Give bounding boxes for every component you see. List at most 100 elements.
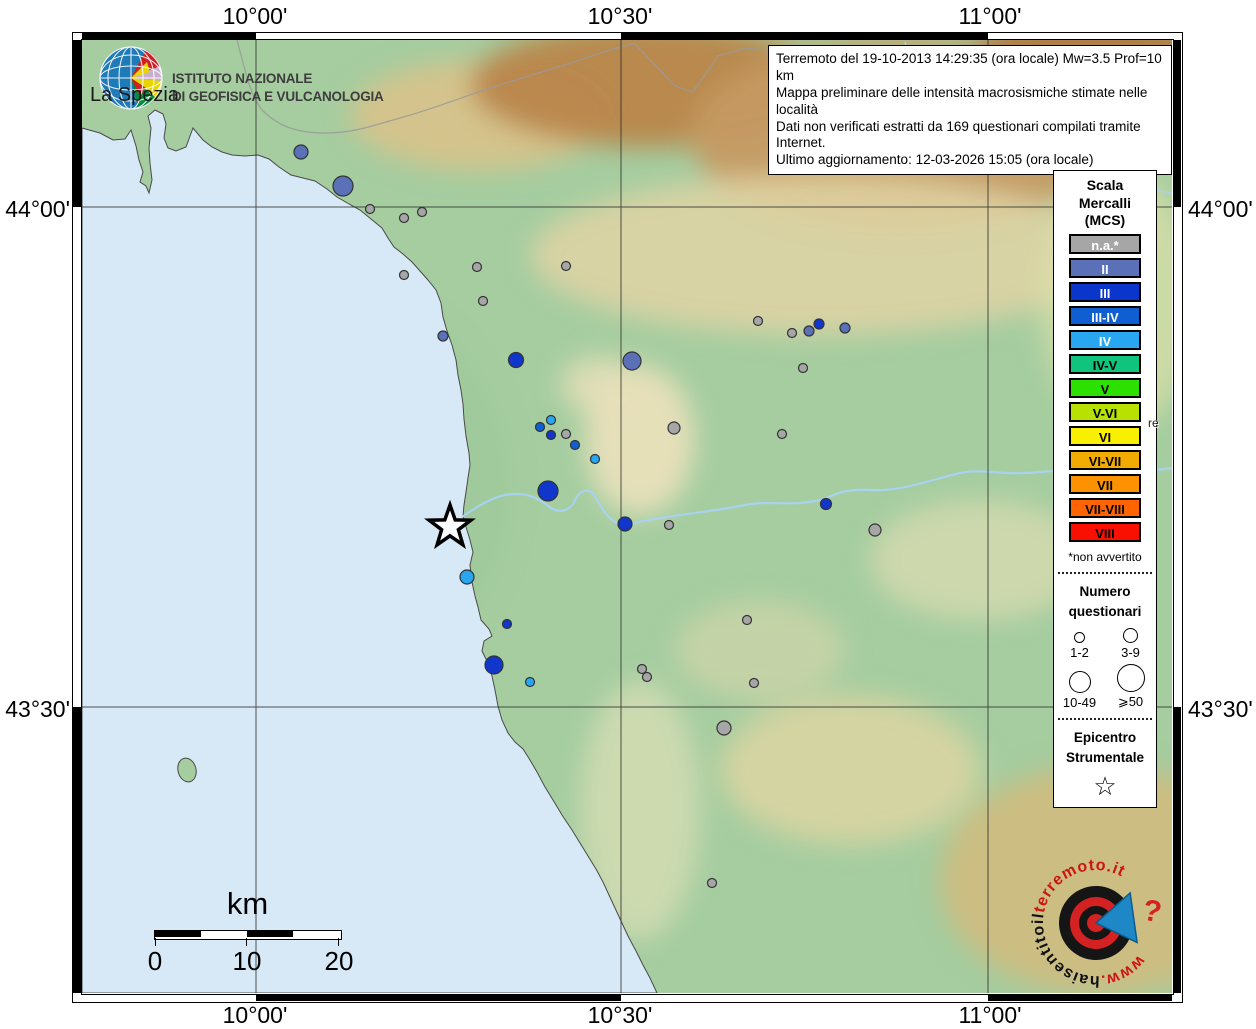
intensity-point-na[interactable] (398, 212, 410, 224)
legend-title: Scala Mercalli (MCS) (1078, 177, 1132, 228)
scalebar-segment (155, 931, 201, 937)
frame-segment (256, 994, 621, 1001)
intensity-point-na[interactable] (398, 269, 410, 281)
intensity-point-II[interactable] (839, 322, 851, 334)
intensity-point-III[interactable] (813, 318, 825, 330)
intensity-point-III[interactable] (501, 618, 513, 630)
intensity-point-III[interactable] (617, 516, 633, 532)
size-key-circle (1123, 628, 1138, 643)
intensity-point-III[interactable] (545, 429, 557, 441)
ingv-line1: ISTITUTO NAZIONALE (172, 71, 313, 86)
intensity-point-II[interactable] (293, 144, 309, 160)
intensity-point-na[interactable] (716, 720, 732, 736)
epicenter-star[interactable] (424, 499, 476, 550)
frame-segment (82, 33, 256, 40)
scalebar-20: 20 (324, 946, 354, 976)
intensity-point-na[interactable] (706, 877, 718, 889)
axis-right-44-00: 44°00' (1188, 196, 1253, 222)
questionnaire-count-title: Numero questionari (1068, 583, 1142, 619)
axis-bottom-10-30: 10°30' (587, 1002, 653, 1028)
frame-segment (1173, 40, 1181, 207)
intensity-point-na[interactable] (641, 671, 653, 683)
intensity-point-na[interactable] (364, 203, 376, 215)
graticule (82, 40, 1172, 993)
size-key-circle (1116, 664, 1145, 692)
questionnaire-size-key: 1-2 3-9 10-49 ⩾50 (1054, 628, 1156, 710)
axis-left-43-30: 43°30' (5, 696, 70, 722)
intensity-point-III-IV[interactable] (569, 439, 581, 451)
event-info-line: Terremoto del 19-10-2013 14:29:35 (ora l… (776, 51, 1162, 83)
scalebar-unit: km (226, 886, 269, 921)
legend-swatch-VII-VIII: VII-VIII (1069, 497, 1141, 518)
size-key-1-2: 1-2 (1054, 628, 1105, 660)
legend-swatch-IV: IV (1069, 329, 1141, 350)
place-label: La Spezia (90, 84, 179, 106)
intensity-point-II[interactable] (622, 351, 642, 371)
scalebar-tick (246, 938, 247, 946)
intensity-point-na[interactable] (636, 663, 648, 675)
intensity-points (293, 144, 882, 889)
epicenter-key-star-icon: ☆ (1093, 770, 1117, 801)
legend-swatch-V: V (1069, 377, 1141, 398)
intensity-point-II[interactable] (437, 330, 449, 342)
separator (1058, 718, 1152, 720)
legend-swatch-VIII: VIII (1069, 521, 1141, 542)
frame-segment (1173, 707, 1181, 993)
intensity-point-na[interactable] (477, 295, 489, 307)
ingv-wordmark: ISTITUTO NAZIONALE DI GEOFISICA E VULCAN… (172, 70, 384, 106)
intensity-point-na[interactable] (741, 614, 753, 626)
intensity-point-III[interactable] (507, 351, 525, 369)
intensity-point-na[interactable] (776, 428, 788, 440)
map-frame-outer (72, 32, 1183, 1003)
frame-segment (988, 994, 1172, 1001)
river (461, 466, 1172, 526)
frame-segment (73, 40, 81, 207)
intensity-point-IV[interactable] (545, 414, 557, 426)
legend-footnote: *non avvertito (1068, 549, 1142, 564)
scalebar-tick (155, 938, 156, 946)
intensity-point-na[interactable] (748, 677, 760, 689)
axis-bottom-10-00: 10°00' (222, 1002, 288, 1028)
intensity-point-na[interactable] (752, 315, 764, 327)
size-key-label: 10-49 (1062, 695, 1097, 710)
event-info-line: Mappa preliminare delle intensità macros… (776, 84, 1148, 117)
legend-swatch-VI: VI (1069, 425, 1141, 446)
intensity-point-na[interactable] (471, 261, 483, 273)
legend-swatch-VII: VII (1069, 473, 1141, 494)
haisentito-logo[interactable]: ? www.haisentitoilterremoto.it (1020, 848, 1172, 996)
ingv-line2: DI GEOFISICA E VULCANOLOGIA (172, 89, 384, 105)
intensity-point-II[interactable] (332, 175, 354, 197)
region-boundary (236, 40, 769, 134)
intensity-point-IV[interactable] (589, 453, 601, 465)
intensity-point-na[interactable] (667, 421, 681, 435)
intensity-point-na[interactable] (663, 519, 675, 531)
intensity-point-IV[interactable] (459, 569, 475, 585)
logo-question-mark: ? (1140, 894, 1164, 930)
intensity-point-na[interactable] (416, 206, 428, 218)
event-info-line: Ultimo aggiornamento: 12-03-2026 15:05 (… (776, 152, 1094, 168)
axis-right-43-30: 43°30' (1188, 696, 1253, 722)
intensity-point-na[interactable] (797, 362, 809, 374)
intensity-point-III[interactable] (484, 655, 504, 675)
legend-swatch-VI-VII: VI-VII (1069, 449, 1141, 470)
intensity-point-III[interactable] (819, 497, 833, 511)
axis-top-10-00: 10°00' (222, 3, 288, 29)
intensity-point-na[interactable] (786, 327, 798, 339)
size-key-⩾50: ⩾50 (1105, 664, 1156, 710)
frame-segment (73, 707, 81, 993)
event-info-box: Terremoto del 19-10-2013 14:29:35 (ora l… (768, 45, 1172, 176)
intensity-point-na[interactable] (560, 428, 572, 440)
intensity-point-II[interactable] (803, 325, 815, 337)
size-key-3-9: 3-9 (1105, 628, 1156, 660)
intensity-point-III-IV[interactable] (534, 421, 546, 433)
event-info-line: Dati non verificati estratti da 169 ques… (776, 118, 1141, 151)
intensity-point-na[interactable] (868, 523, 882, 537)
intensity-point-IV[interactable] (524, 676, 536, 688)
legend-panel: Scala Mercalli (MCS) n.a.* II III III-IV IV I… (1053, 170, 1157, 808)
legend-swatch-IV-V: IV-V (1069, 353, 1141, 374)
legend-swatch-V-VI: V-VI (1069, 401, 1141, 422)
intensity-point-III[interactable] (537, 480, 559, 502)
axis-top-11-00: 11°00' (958, 3, 1022, 29)
size-key-label: 3-9 (1121, 645, 1140, 660)
intensity-point-na[interactable] (560, 260, 572, 272)
